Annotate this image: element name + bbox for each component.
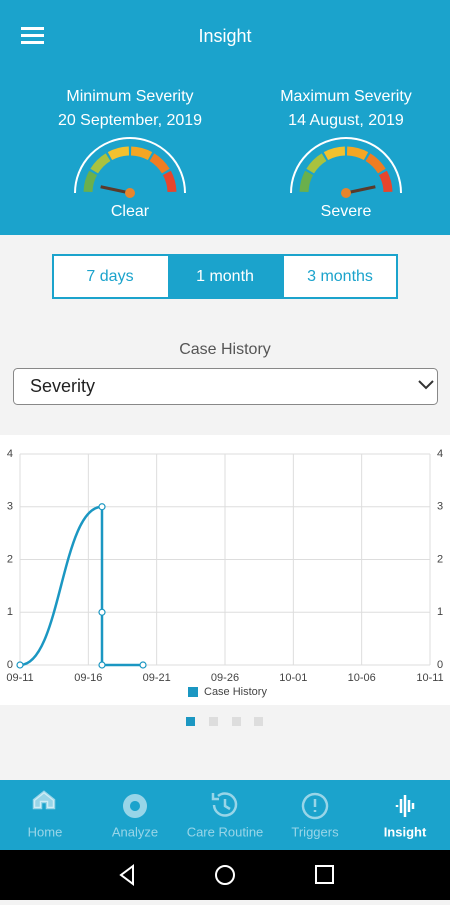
x-tick-label: 10-01: [279, 672, 307, 684]
summary-label: Minimum Severity: [66, 88, 193, 105]
summary-date: 20 September, 2019: [58, 112, 202, 129]
gauge-rim: [290, 137, 402, 194]
chart: 0 1 2 3 4 0 1 2 3 4 09-11 09-16 09-21 09-26 10-01 10-06…: [6, 448, 443, 698]
tab[interactable]: 7 days: [86, 268, 133, 285]
y2-tick-label: 2: [437, 553, 443, 565]
y2-tick-label: 0: [437, 659, 443, 671]
legend-swatch: [188, 687, 198, 697]
summary-level: Severe: [321, 203, 372, 220]
gauge-segment: [365, 153, 386, 174]
tab[interactable]: 3 months: [307, 268, 373, 285]
gauge-segment: [83, 170, 98, 193]
menu-button[interactable]: [21, 27, 44, 44]
y2-tick-label: 1: [437, 606, 443, 618]
header-title: Insight: [198, 26, 251, 46]
legend-label: Case History: [204, 686, 267, 698]
line-series: [19, 505, 143, 667]
nav-label[interactable]: Home: [28, 824, 63, 839]
tab[interactable]: 1 month: [196, 268, 254, 285]
gauge-segment: [107, 146, 130, 161]
gauge-hub: [341, 188, 351, 198]
point: [98, 503, 106, 511]
tab-selected: [168, 255, 283, 298]
header-bg: [0, 0, 450, 235]
tab-bar: 7 days 1 month 3 months: [52, 254, 398, 299]
dropdown-value: Severity: [30, 376, 95, 396]
nav-label[interactable]: Care Routine: [187, 824, 264, 839]
point: [98, 608, 106, 616]
x-tick-label: 09-16: [74, 672, 102, 684]
x-tick-label: 09-26: [211, 672, 239, 684]
summary-level: Clear: [111, 203, 150, 220]
dropdown[interactable]: Severity: [13, 368, 438, 405]
nav-label[interactable]: Analyze: [112, 824, 158, 839]
y-tick-label: 4: [7, 448, 13, 460]
x-tick-label: 09-11: [6, 672, 33, 684]
nav-icon: [123, 794, 148, 819]
gauge-segment: [378, 170, 393, 193]
bottom-nav: Home Analyze Care Routine Triggers Insight: [28, 790, 427, 839]
system-bar: [0, 850, 450, 900]
nav-icon: [211, 792, 238, 817]
y2-tick-label: 3: [437, 501, 443, 513]
gauge-segment: [299, 170, 314, 193]
gauge-segment: [306, 153, 327, 174]
nav-icon: [32, 790, 56, 810]
summary-date: 14 August, 2019: [288, 112, 404, 129]
section-title: Case History: [179, 341, 271, 358]
point: [139, 661, 147, 669]
gauge-segment: [162, 170, 177, 193]
gauge-rim: [74, 137, 186, 194]
gauge-segment: [149, 153, 170, 174]
gauge-segment: [323, 146, 346, 161]
y-tick-label: 2: [7, 553, 13, 565]
gauge-segment: [90, 153, 111, 174]
y2-tick-label: 4: [437, 448, 443, 460]
system-buttons[interactable]: [119, 864, 334, 886]
x-tick-label: 10-11: [416, 672, 443, 684]
summary-label: Maximum Severity: [280, 88, 412, 105]
nav-label[interactable]: Triggers: [291, 824, 339, 839]
gauge-segment: [346, 146, 369, 161]
gauge-needle: [345, 185, 376, 195]
y-tick-label: 3: [7, 501, 13, 513]
gauges: [74, 137, 402, 198]
nav-icon: [395, 795, 415, 817]
gauge-hub: [125, 188, 135, 198]
y-tick-label: 0: [7, 659, 13, 671]
pager: [186, 717, 263, 726]
point: [98, 661, 106, 669]
nav-icon: [301, 792, 329, 820]
point: [16, 661, 24, 669]
gauge-segment: [130, 146, 153, 161]
x-tick-label: 10-06: [348, 672, 376, 684]
x-tick-label: 09-21: [143, 672, 171, 684]
y-tick-label: 1: [7, 606, 13, 618]
nav-label[interactable]: Insight: [384, 824, 427, 839]
